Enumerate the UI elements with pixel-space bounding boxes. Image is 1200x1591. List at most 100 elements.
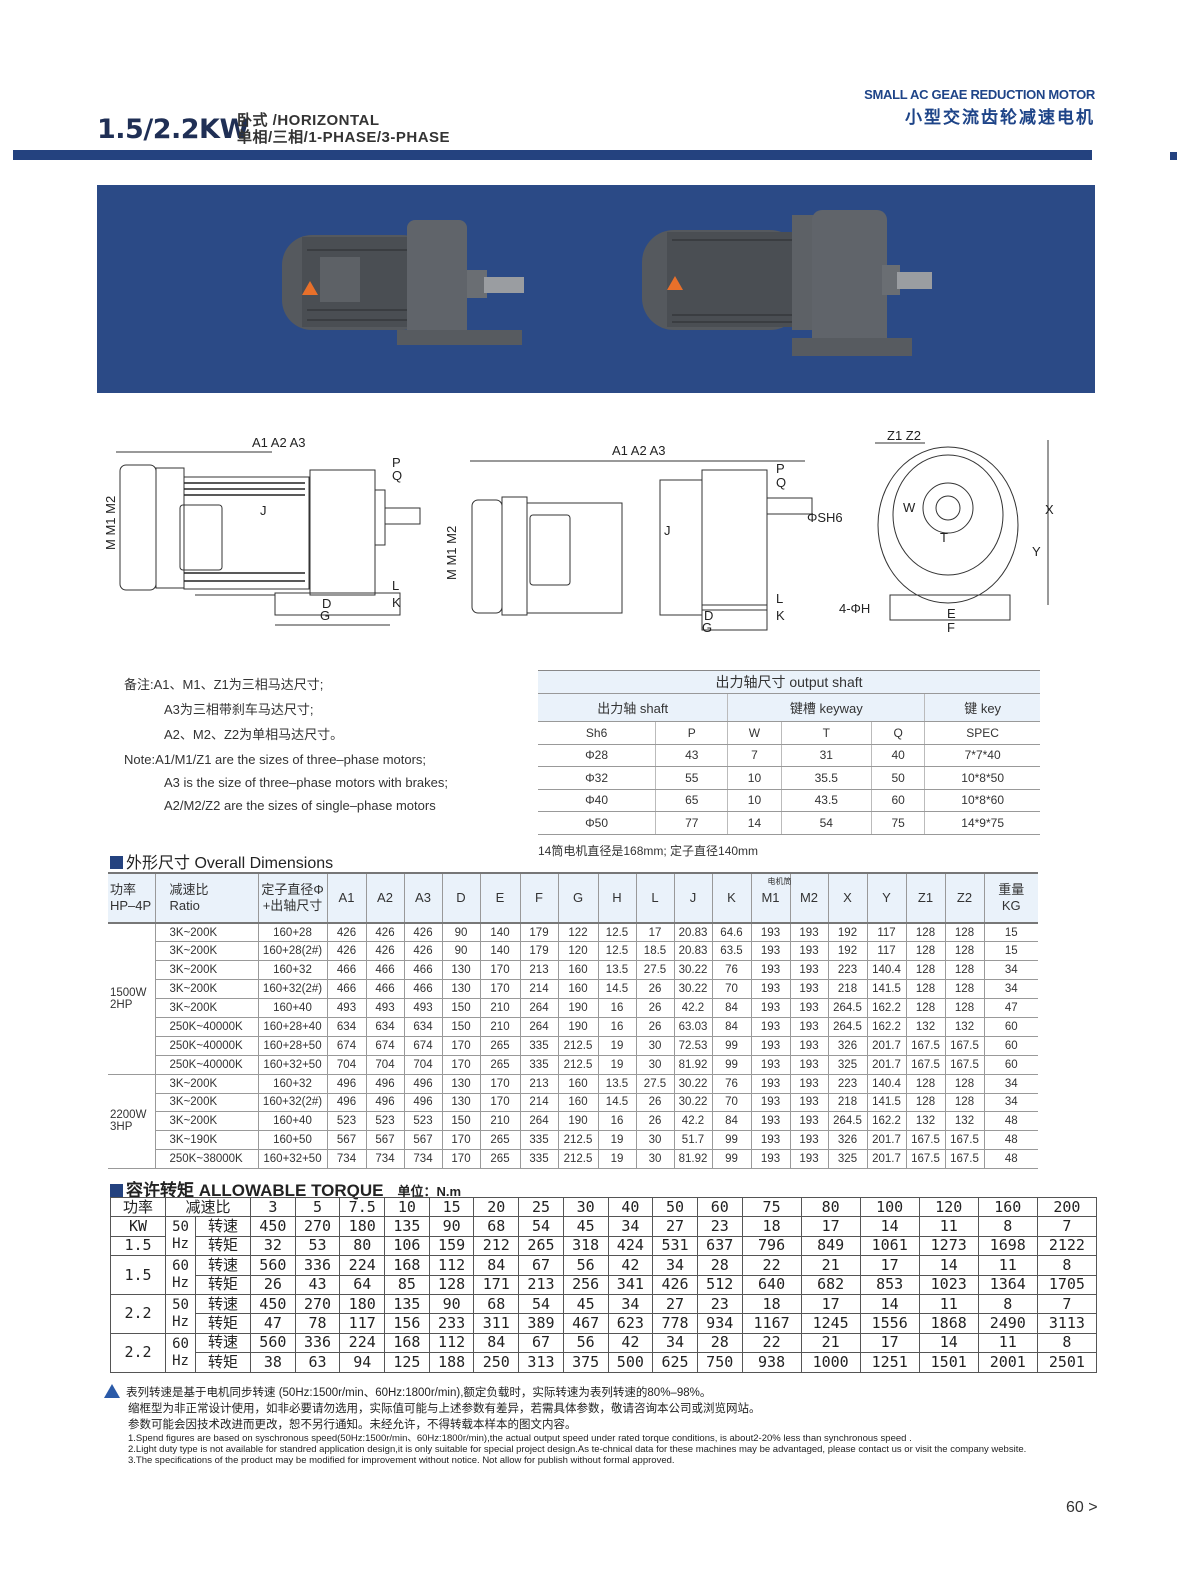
table-cell: 193: [750, 1111, 790, 1132]
table-cell: 193: [789, 1017, 828, 1037]
column-header: 减速比 Ratio: [154, 872, 258, 924]
speed-value: 336: [294, 1255, 341, 1276]
torque-value: 233: [428, 1313, 475, 1334]
column-header: K: [711, 872, 751, 924]
power-label: 2200W 3HP: [108, 1074, 155, 1170]
table-cell: 335: [519, 1130, 558, 1151]
speed-value: 8: [1036, 1332, 1098, 1354]
table-cell: 128: [944, 979, 984, 1000]
table-row: 250K~40000K 160+28+40 634 634 634 150 210 264 19…: [108, 1017, 1038, 1037]
table-cell: 30: [635, 1055, 674, 1075]
label-g: G: [320, 608, 330, 623]
table-cell: 3K~200K: [154, 1093, 258, 1113]
column-header: 功率 HP–4P: [108, 872, 155, 924]
table-cell: 160+28+40: [257, 1017, 327, 1037]
dims-heading-text: 外形尺寸 Overall Dimensions: [126, 855, 334, 872]
frequency-value: 50: [172, 1296, 189, 1313]
torque-value: 80: [339, 1235, 386, 1257]
table-cell: 128: [905, 960, 945, 981]
dims-heading: 外形尺寸 Overall Dimensions: [110, 849, 333, 873]
speed-value: 7: [1036, 1293, 1098, 1315]
table-cell: 167.5: [905, 1130, 945, 1151]
table-row: 250K~40000K 160+32+50 704 704 704 170 265 335 21…: [108, 1055, 1038, 1075]
table-cell: 210: [479, 1017, 520, 1037]
table-cell: 26: [635, 1017, 674, 1037]
motor-photos: [282, 210, 932, 356]
column-header-text: E: [495, 890, 505, 905]
table-cell: 26: [635, 1111, 674, 1132]
table-cell: 3K~200K: [154, 1111, 258, 1132]
speed-value: 21: [800, 1332, 861, 1354]
table-cell: 264: [519, 1111, 558, 1132]
table-cell: 160+50: [257, 1130, 327, 1151]
table-cell: 117: [866, 941, 906, 962]
table-cell: 51.7: [673, 1130, 712, 1151]
table-cell: 30.22: [673, 979, 712, 1000]
speed-label: 转速: [195, 1332, 251, 1354]
table-cell: 130: [441, 1074, 480, 1094]
torque-value: 1501: [918, 1352, 979, 1373]
ratio-header: 减速比: [165, 1196, 251, 1218]
table-cell: 128: [944, 998, 984, 1018]
ratio-value: 50: [652, 1196, 698, 1218]
table-cell: 193: [789, 1149, 828, 1170]
speed-value: 135: [384, 1293, 430, 1315]
table-cell: 167.5: [905, 1149, 945, 1170]
table-cell: 81.92: [673, 1055, 712, 1075]
kw-value: 2.2: [110, 1293, 166, 1334]
speed-value: 22: [741, 1255, 802, 1276]
table-cell: 201.7: [866, 1149, 906, 1170]
column-header: 定子直径Φ +出轴尺寸: [257, 872, 327, 924]
table-cell: 128: [944, 1074, 984, 1094]
power-header: 功率: [110, 1196, 166, 1218]
torque-value: 26: [250, 1274, 296, 1295]
table-cell: 117: [866, 923, 906, 943]
table-cell: 14.5: [597, 1093, 636, 1113]
table-cell: 63.5: [711, 941, 751, 962]
speed-value: 17: [800, 1293, 861, 1315]
table-row: Φ32 55 10 35.5 50 10*8*50: [538, 766, 1040, 790]
speed-value: 168: [384, 1255, 430, 1276]
table-cell: 190: [557, 1017, 598, 1037]
table-cell: 160+32+50: [257, 1055, 327, 1075]
speed-value: 112: [428, 1332, 475, 1354]
frequency-unit: Hz: [172, 1313, 189, 1330]
table-cell: 201.7: [866, 1055, 906, 1075]
table-cell: 201.7: [866, 1130, 906, 1151]
footnote-cn: 缩框型为非正常设计使用，如非必要请勿选用，实际值可能与上述参数有差异，若需具体参…: [128, 1403, 761, 1415]
frequency-value: 50: [172, 1219, 189, 1236]
table-cell: 335: [519, 1055, 558, 1075]
table-cell: 141.5: [866, 979, 906, 1000]
table-row: 3K~200K 160+32(2#) 466 466 466 130 170 214 160 14…: [108, 979, 1038, 1000]
table-cell: 35.5: [780, 766, 872, 790]
torque-value: 1698: [977, 1235, 1038, 1257]
speed-label: 转速: [195, 1216, 251, 1237]
ratio-value: 80: [800, 1196, 861, 1218]
table-cell: 12.5: [597, 923, 636, 943]
speed-value: 112: [428, 1255, 475, 1276]
table-cell: 170: [441, 1036, 480, 1056]
column-header: J: [673, 872, 712, 924]
table-cell: 27.5: [635, 960, 674, 981]
speed-value: 34: [607, 1216, 654, 1237]
label-l: L: [776, 591, 783, 606]
table-cell: 167.5: [944, 1036, 984, 1056]
footnote-en: 2.Light duty type is not available for s…: [128, 1444, 1027, 1455]
speed-value: 45: [562, 1293, 609, 1315]
table-cell: 70: [711, 1093, 751, 1113]
torque-value: 1000: [800, 1352, 861, 1373]
table-cell: 122: [557, 923, 598, 943]
torque-value: 1868: [918, 1313, 979, 1334]
table-cell: 16: [597, 998, 636, 1018]
table-row: 3K~200K 160+40 493 493 493 150 210 264 190 16 26 42…: [108, 998, 1038, 1018]
table-cell: 54: [780, 811, 872, 835]
table-cell: 99: [711, 1130, 751, 1151]
table-cell: 60: [983, 1055, 1038, 1075]
table-cell: 48: [983, 1111, 1038, 1132]
column-header: Q: [870, 721, 925, 745]
table-cell: 130: [441, 960, 480, 981]
torque-value: 63: [294, 1352, 341, 1373]
torque-value: 3113: [1036, 1313, 1098, 1334]
table-cell: 426: [403, 923, 442, 943]
torque-value: 313: [518, 1352, 564, 1373]
